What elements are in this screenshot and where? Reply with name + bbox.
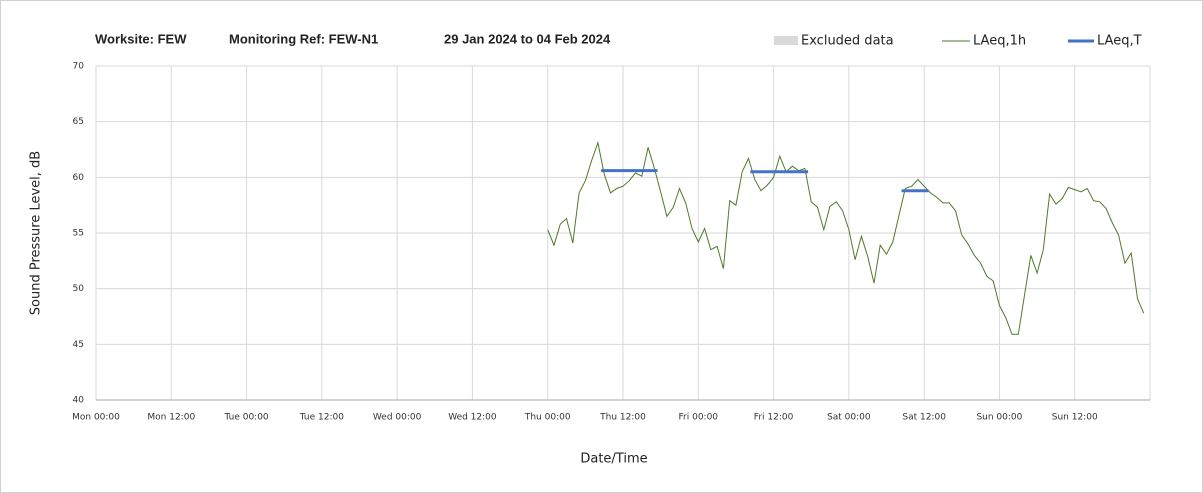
y-tick-label: 55 <box>73 229 84 239</box>
y-tick-label: 65 <box>73 117 84 127</box>
title-dates: 29 Jan 2024 to 04 Feb 2024 <box>444 31 611 46</box>
legend-excluded-swatch <box>774 36 798 45</box>
title-worksite: Worksite: FEW <box>95 31 187 46</box>
x-tick-label: Fri 12:00 <box>754 413 794 423</box>
x-tick-label: Sun 12:00 <box>1052 413 1098 423</box>
x-tick-label: Sat 00:00 <box>827 413 871 423</box>
x-tick-label: Sat 12:00 <box>902 413 946 423</box>
x-axis-label: Date/Time <box>580 452 647 467</box>
x-tick-label: Thu 12:00 <box>599 413 646 423</box>
legend-laeq1h: LAeq,1h <box>973 34 1026 49</box>
y-tick-label: 60 <box>73 173 85 183</box>
x-tick-label: Tue 12:00 <box>299 413 344 423</box>
x-tick-label: Sun 00:00 <box>976 413 1022 423</box>
series-line <box>547 140 1145 335</box>
x-tick-label: Mon 12:00 <box>147 413 195 423</box>
y-axis-label: Sound Pressure Level, dB <box>29 151 44 315</box>
legend-laeqt: LAeq,T <box>1097 34 1142 49</box>
x-tick-label: Wed 12:00 <box>448 413 497 423</box>
y-tick-label: 45 <box>73 340 84 350</box>
x-tick-label: Tue 00:00 <box>223 413 268 423</box>
legend-excluded: Excluded data <box>801 34 894 49</box>
x-tick-label: Thu 00:00 <box>524 413 571 423</box>
y-tick-label: 70 <box>73 62 85 72</box>
x-tick-label: Mon 00:00 <box>72 413 120 423</box>
title-ref: Monitoring Ref: FEW-N1 <box>229 31 378 46</box>
x-tick-label: Fri 00:00 <box>679 413 719 423</box>
y-tick-label: 50 <box>73 284 85 294</box>
y-tick-label: 40 <box>73 396 85 406</box>
x-tick-label: Wed 00:00 <box>373 413 422 423</box>
